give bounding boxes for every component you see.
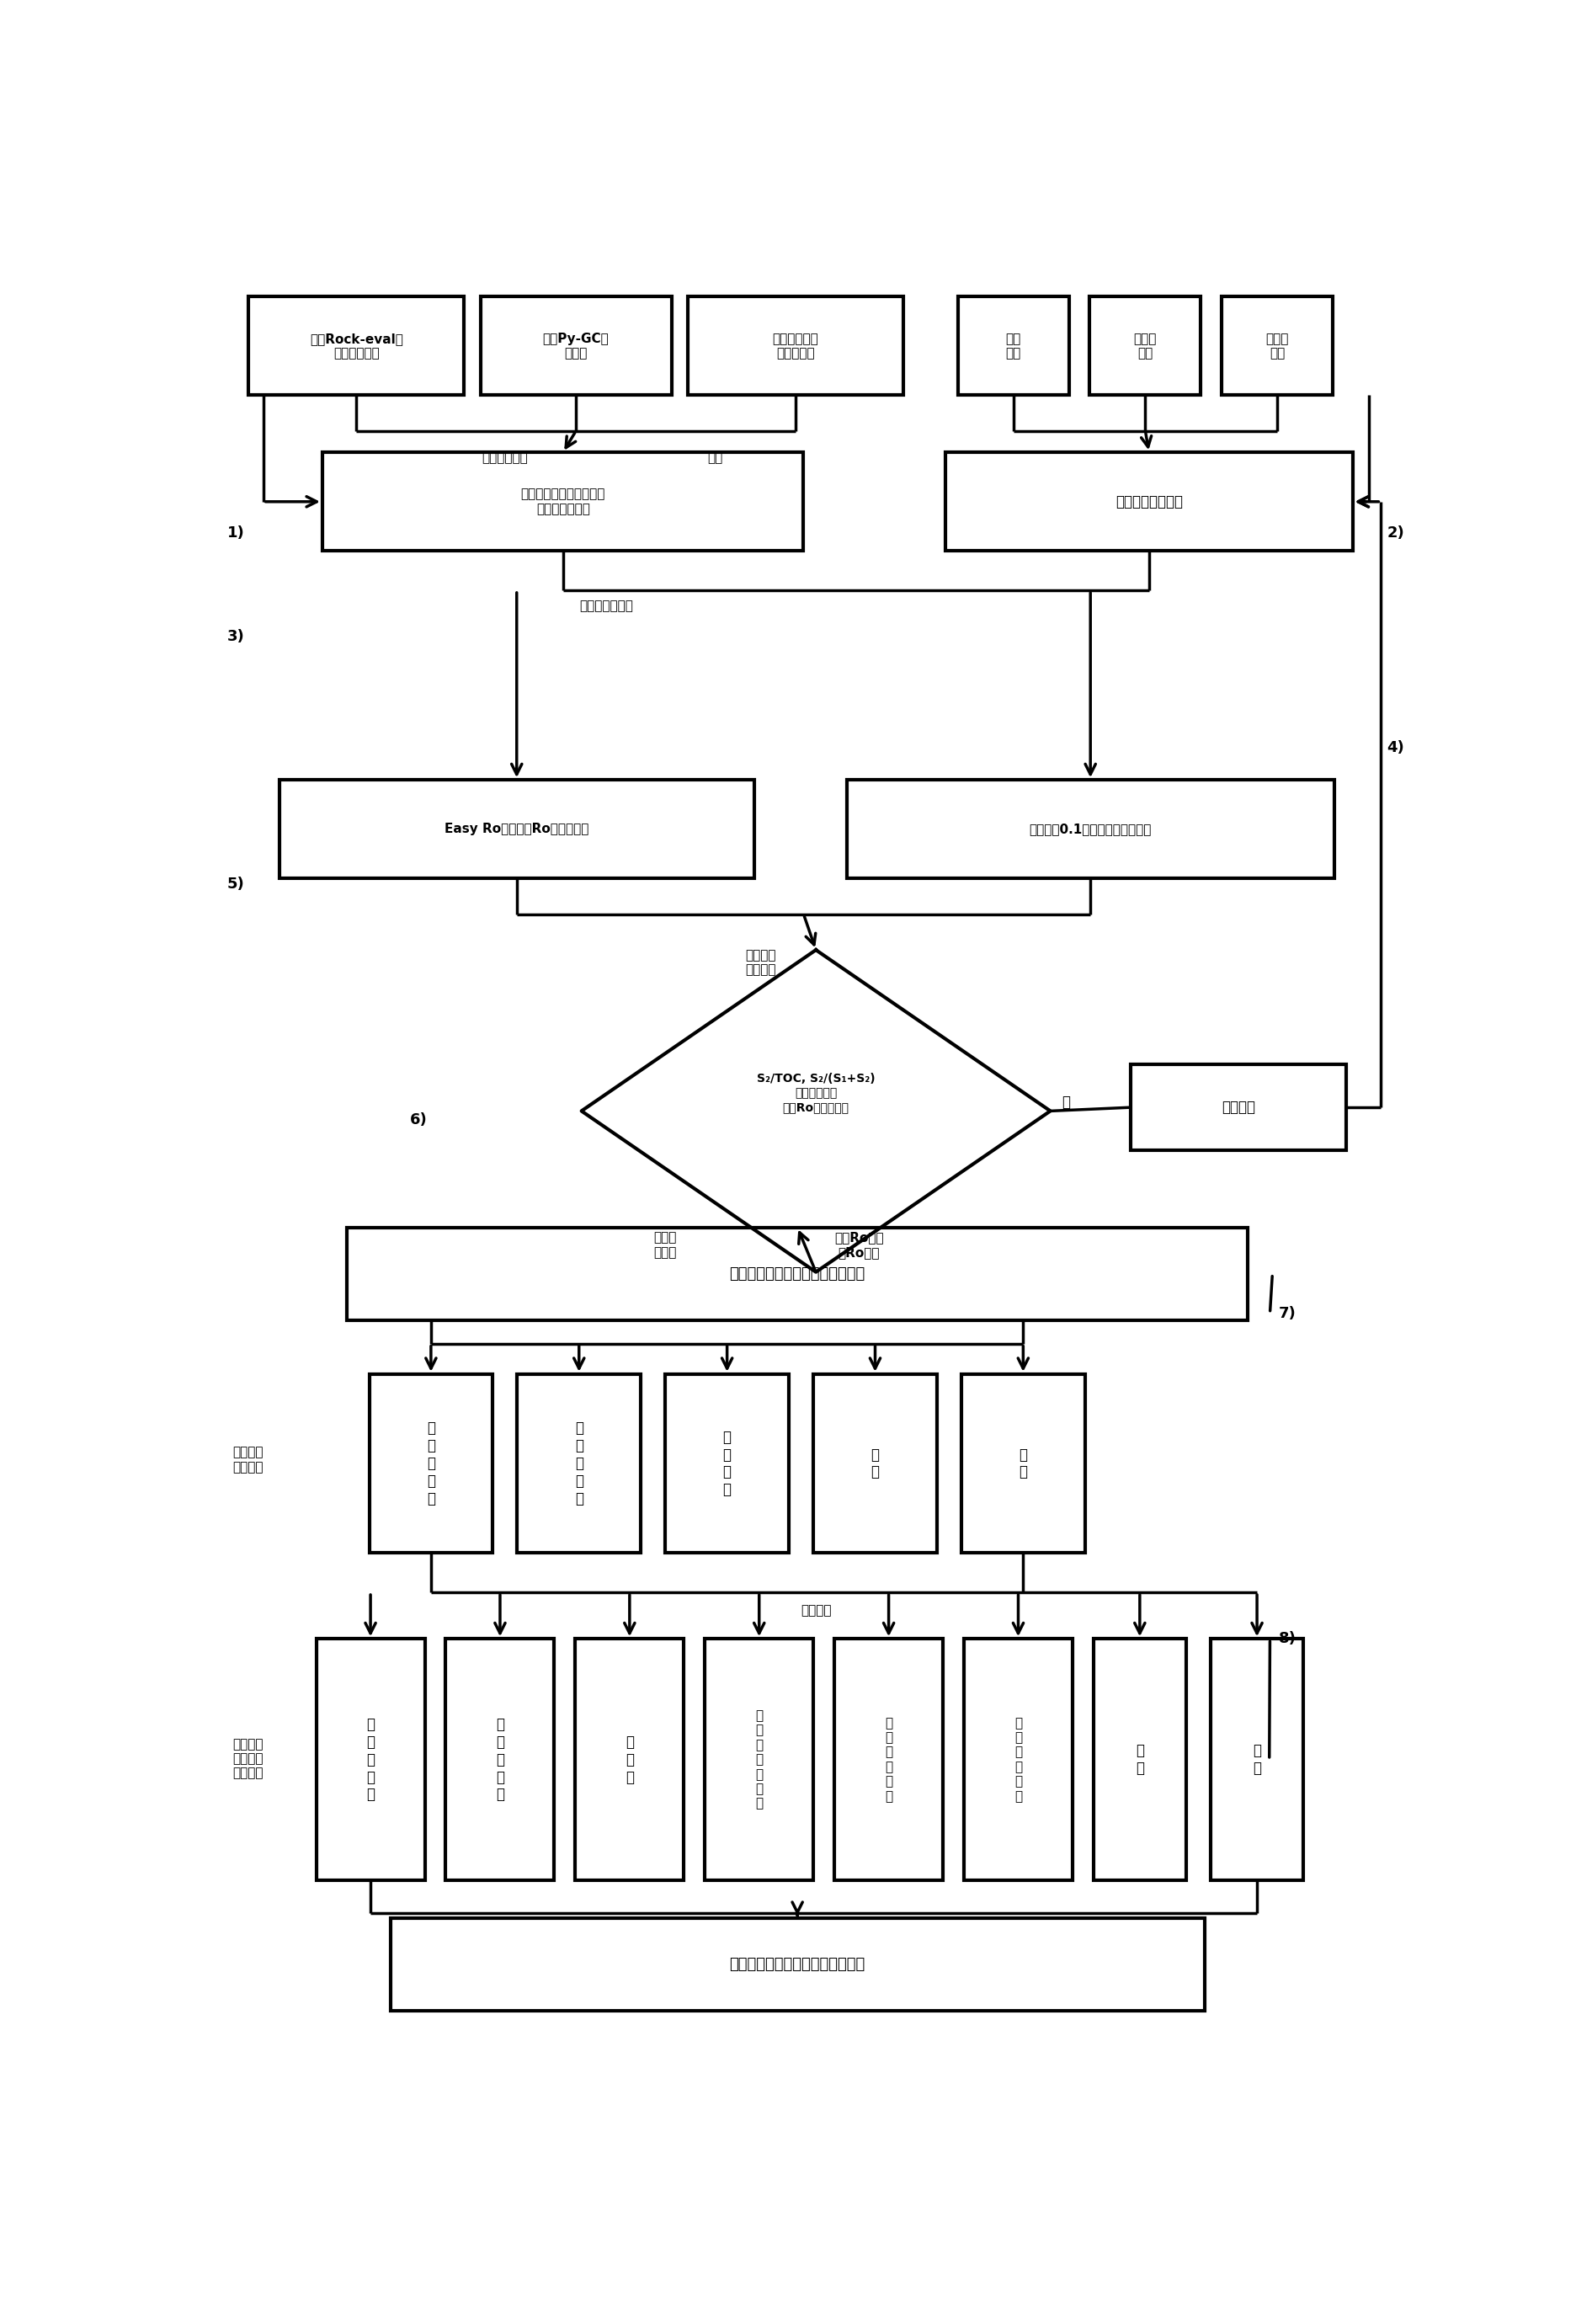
Text: 7): 7) — [1278, 1306, 1296, 1320]
Text: 干酪根生油、生气和油裂
解气动力学参数: 干酪根生油、生气和油裂 解气动力学参数 — [521, 488, 605, 516]
FancyBboxPatch shape — [962, 1373, 1084, 1552]
Text: 6): 6) — [409, 1113, 427, 1127]
Text: 岩石Rock-eval热
模拟实验数据: 岩石Rock-eval热 模拟实验数据 — [309, 332, 403, 360]
Text: S₂/TOC, S₂/(S₁+S₂)
确定生烃门限
实测Ro与深度剖面: S₂/TOC, S₂/(S₁+S₂) 确定生烃门限 实测Ro与深度剖面 — [756, 1074, 876, 1113]
Text: 净
油: 净 油 — [1135, 1743, 1145, 1776]
Text: 1): 1) — [228, 525, 245, 541]
Text: 总
气: 总 气 — [1019, 1448, 1027, 1480]
Text: 干
酪
根
生
气: 干 酪 根 生 气 — [495, 1717, 505, 1803]
FancyBboxPatch shape — [705, 1638, 814, 1880]
FancyBboxPatch shape — [965, 1638, 1073, 1880]
FancyBboxPatch shape — [322, 453, 804, 551]
Text: 总
气: 总 气 — [1253, 1743, 1261, 1776]
FancyBboxPatch shape — [834, 1638, 942, 1880]
Text: 否: 否 — [1062, 1095, 1070, 1109]
FancyBboxPatch shape — [1091, 297, 1200, 395]
Text: 标定: 标定 — [707, 451, 723, 465]
Text: 实测Ro与计
算Ro吻合: 实测Ro与计 算Ro吻合 — [834, 1232, 884, 1260]
FancyBboxPatch shape — [347, 1227, 1248, 1320]
Text: 岩石Py-GC实
验数据: 岩石Py-GC实 验数据 — [543, 332, 610, 360]
Text: 3): 3) — [228, 630, 245, 644]
Text: 2): 2) — [1387, 525, 1404, 541]
Text: 调整系数: 调整系数 — [801, 1604, 831, 1618]
Text: 8): 8) — [1278, 1631, 1296, 1645]
Text: 净
油: 净 油 — [871, 1448, 879, 1480]
FancyBboxPatch shape — [575, 1638, 685, 1880]
Text: 干
酪
根
生
油: 干 酪 根 生 油 — [366, 1717, 374, 1803]
Text: 动力学地质外推: 动力学地质外推 — [579, 600, 634, 614]
Text: 干
酪
根
生
气: 干 酪 根 生 气 — [575, 1420, 583, 1506]
FancyBboxPatch shape — [814, 1373, 936, 1552]
FancyBboxPatch shape — [481, 297, 672, 395]
Text: 约束调整: 约束调整 — [1221, 1099, 1256, 1116]
Text: 是否与实
测值吻合: 是否与实 测值吻合 — [745, 948, 775, 976]
Text: 5): 5) — [228, 876, 245, 892]
FancyBboxPatch shape — [517, 1373, 640, 1552]
FancyBboxPatch shape — [1210, 1638, 1304, 1880]
FancyBboxPatch shape — [1094, 1638, 1186, 1880]
Text: 沉积埋藏史和热史: 沉积埋藏史和热史 — [1116, 495, 1183, 509]
Text: 完全排烃
没有排烃: 完全排烃 没有排烃 — [232, 1446, 264, 1473]
FancyBboxPatch shape — [1221, 297, 1333, 395]
FancyBboxPatch shape — [958, 297, 1068, 395]
FancyBboxPatch shape — [1130, 1064, 1347, 1150]
Text: 生烃动力学法: 生烃动力学法 — [482, 451, 529, 465]
FancyBboxPatch shape — [248, 297, 465, 395]
Text: 完全排烃
部分排烃
没有排烃: 完全排烃 部分排烃 没有排烃 — [232, 1738, 264, 1780]
Text: 干
酪
根
生
油: 干 酪 根 生 油 — [427, 1420, 435, 1506]
Text: 油
成
气: 油 成 气 — [626, 1734, 634, 1785]
FancyBboxPatch shape — [688, 297, 904, 395]
Text: Easy Ro模型计算Ro与深度关系: Easy Ro模型计算Ro与深度关系 — [444, 823, 589, 834]
Text: 地质
分层: 地质 分层 — [1006, 332, 1020, 360]
Text: 转化率（0.1）确定生烃门限深度: 转化率（0.1）确定生烃门限深度 — [1028, 823, 1151, 834]
FancyBboxPatch shape — [317, 1638, 425, 1880]
Text: 生烃门
限吻合: 生烃门 限吻合 — [654, 1232, 677, 1260]
FancyBboxPatch shape — [446, 1638, 554, 1880]
FancyBboxPatch shape — [279, 781, 755, 878]
FancyBboxPatch shape — [946, 453, 1353, 551]
Text: 总
气
（
调
整
）: 总 气 （ 调 整 ） — [885, 1717, 893, 1803]
Text: 研究区目标层位烃源岩产烃率图版: 研究区目标层位烃源岩产烃率图版 — [729, 1267, 866, 1281]
Text: 4): 4) — [1387, 739, 1404, 755]
FancyBboxPatch shape — [847, 781, 1334, 878]
Text: 油
裂
解
气: 油 裂 解 气 — [723, 1429, 731, 1497]
FancyBboxPatch shape — [390, 1917, 1205, 2010]
Text: 净
油
（
调
整
）: 净 油 （ 调 整 ） — [1014, 1717, 1022, 1803]
FancyBboxPatch shape — [665, 1373, 788, 1552]
Text: 古地温
梯度: 古地温 梯度 — [1134, 332, 1157, 360]
Text: 一种烃源岩产烃率图版评价新方法: 一种烃源岩产烃率图版评价新方法 — [729, 1957, 866, 1973]
Text: 古地表
温度: 古地表 温度 — [1266, 332, 1290, 360]
Text: 总
成
气
（
调
整
）: 总 成 气 （ 调 整 ） — [755, 1710, 763, 1810]
FancyBboxPatch shape — [369, 1373, 492, 1552]
Text: 油样金管热模
拟实验数据: 油样金管热模 拟实验数据 — [772, 332, 818, 360]
